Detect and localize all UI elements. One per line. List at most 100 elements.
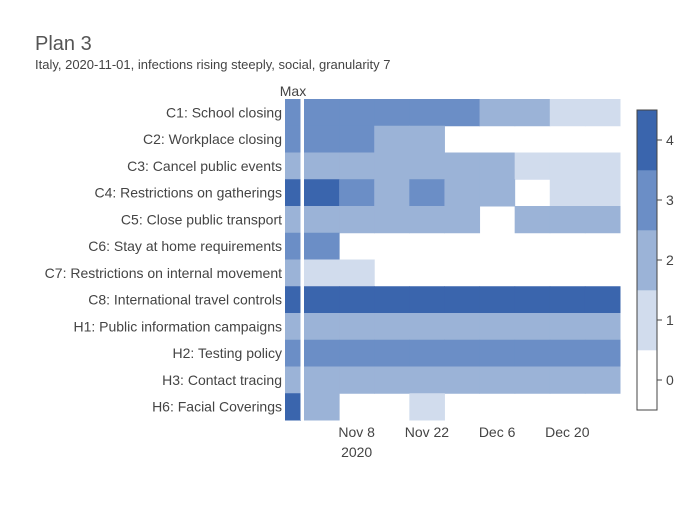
colorbar-tick-label: 4 — [666, 132, 674, 148]
heatmap-cell — [304, 125, 340, 153]
max-cell — [285, 232, 301, 260]
heatmap-cell — [374, 366, 410, 394]
x-tick-label: Nov 22 — [405, 424, 450, 440]
row-label: H6: Facial Coverings — [152, 399, 282, 415]
heatmap-cell — [444, 99, 481, 127]
heatmap-cell — [479, 313, 516, 341]
heatmap-cell — [339, 206, 375, 234]
heatmap-cell — [374, 206, 410, 234]
max-column-label: Max — [280, 83, 306, 99]
heatmap-cell — [444, 206, 481, 234]
heatmap-cell — [409, 152, 445, 180]
row-label: H1: Public information campaigns — [73, 318, 282, 334]
row-label: C3: Cancel public events — [127, 158, 282, 174]
max-cell — [285, 206, 301, 234]
heatmap-cell — [584, 286, 621, 314]
row-label: H2: Testing policy — [173, 345, 282, 361]
colorbar-band — [637, 230, 657, 291]
row-label: C4: Restrictions on gatherings — [94, 185, 282, 201]
heatmap-cells — [304, 99, 621, 421]
heatmap-cell — [549, 313, 586, 341]
heatmap-cell — [374, 179, 410, 207]
heatmap-cell — [479, 286, 516, 314]
x-axis-ticks: Nov 8 2020 Nov 22 Dec 6 Dec 20 — [338, 424, 589, 460]
heatmap-cell — [304, 313, 340, 341]
heatmap-cell — [304, 232, 340, 260]
max-cell — [285, 339, 301, 367]
heatmap-cell — [479, 179, 516, 207]
heatmap-cell — [339, 125, 375, 153]
heatmap-cell — [549, 206, 586, 234]
heatmap-cell — [409, 313, 445, 341]
heatmap-cell — [409, 125, 445, 153]
row-label: C2: Workplace closing — [143, 131, 282, 147]
heatmap-cell — [374, 286, 410, 314]
heatmap-cell — [444, 313, 481, 341]
heatmap-cell — [444, 152, 481, 180]
heatmap-cell — [514, 286, 551, 314]
max-cell — [285, 393, 301, 421]
max-cell — [285, 179, 301, 207]
heatmap-cell — [374, 99, 410, 127]
heatmap-cell — [304, 393, 340, 421]
heatmap-cell — [409, 366, 445, 394]
row-labels: C1: School closing C2: Workplace closing C… — [45, 104, 282, 414]
heatmap-cell — [339, 339, 375, 367]
heatmap-cell — [549, 286, 586, 314]
heatmap-cell — [479, 339, 516, 367]
heatmap-cell — [339, 286, 375, 314]
heatmap-cell — [584, 339, 621, 367]
heatmap-cell — [479, 99, 516, 127]
chart-title: Plan 3 — [35, 33, 92, 55]
heatmap-cell — [584, 99, 621, 127]
heatmap-cell — [409, 206, 445, 234]
heatmap-cell — [549, 339, 586, 367]
heatmap-cell — [339, 313, 375, 341]
heatmap-cell — [339, 366, 375, 394]
heatmap-cell — [584, 313, 621, 341]
heatmap-cell — [339, 259, 375, 287]
colorbar-tick-label: 1 — [666, 312, 674, 328]
heatmap-cell — [304, 366, 340, 394]
colorbar: 0 1 2 3 4 — [636, 109, 674, 411]
heatmap-cell — [339, 152, 375, 180]
heatmap-cell — [584, 152, 621, 180]
x-tick-sublabel: 2020 — [341, 444, 372, 460]
row-label: C7: Restrictions on internal movement — [45, 265, 282, 281]
heatmap-cell — [304, 179, 340, 207]
row-label: C5: Close public transport — [121, 211, 282, 227]
max-column — [285, 99, 301, 421]
heatmap-cell — [444, 179, 481, 207]
heatmap-cell — [514, 366, 551, 394]
heatmap-cell — [479, 152, 516, 180]
colorbar-band — [637, 350, 657, 411]
heatmap-cell — [339, 99, 375, 127]
heatmap-cell — [304, 152, 340, 180]
heatmap-cell — [409, 99, 445, 127]
x-tick-label: Dec 6 — [479, 424, 516, 440]
heatmap-cell — [444, 286, 481, 314]
heatmap-cell — [549, 99, 586, 127]
heatmap-cell — [304, 259, 340, 287]
colorbar-tick-label: 2 — [666, 252, 674, 268]
heatmap-cell — [304, 206, 340, 234]
colorbar-band — [637, 110, 657, 171]
heatmap-cell — [304, 286, 340, 314]
heatmap-cell — [409, 339, 445, 367]
row-label: C1: School closing — [166, 104, 282, 120]
heatmap-cell — [374, 313, 410, 341]
heatmap-cell — [304, 339, 340, 367]
row-label: C6: Stay at home requirements — [88, 238, 282, 254]
heatmap-cell — [409, 393, 445, 421]
max-cell — [285, 259, 301, 287]
heatmap-cell — [374, 339, 410, 367]
heatmap-cell — [549, 366, 586, 394]
heatmap-cell — [409, 179, 445, 207]
colorbar-tick-label: 0 — [666, 372, 674, 388]
heatmap-cell — [549, 152, 586, 180]
heatmap-cell — [514, 206, 551, 234]
x-tick-label: Nov 8 — [338, 424, 375, 440]
x-tick-label: Dec 20 — [545, 424, 590, 440]
heatmap-cell — [374, 152, 410, 180]
